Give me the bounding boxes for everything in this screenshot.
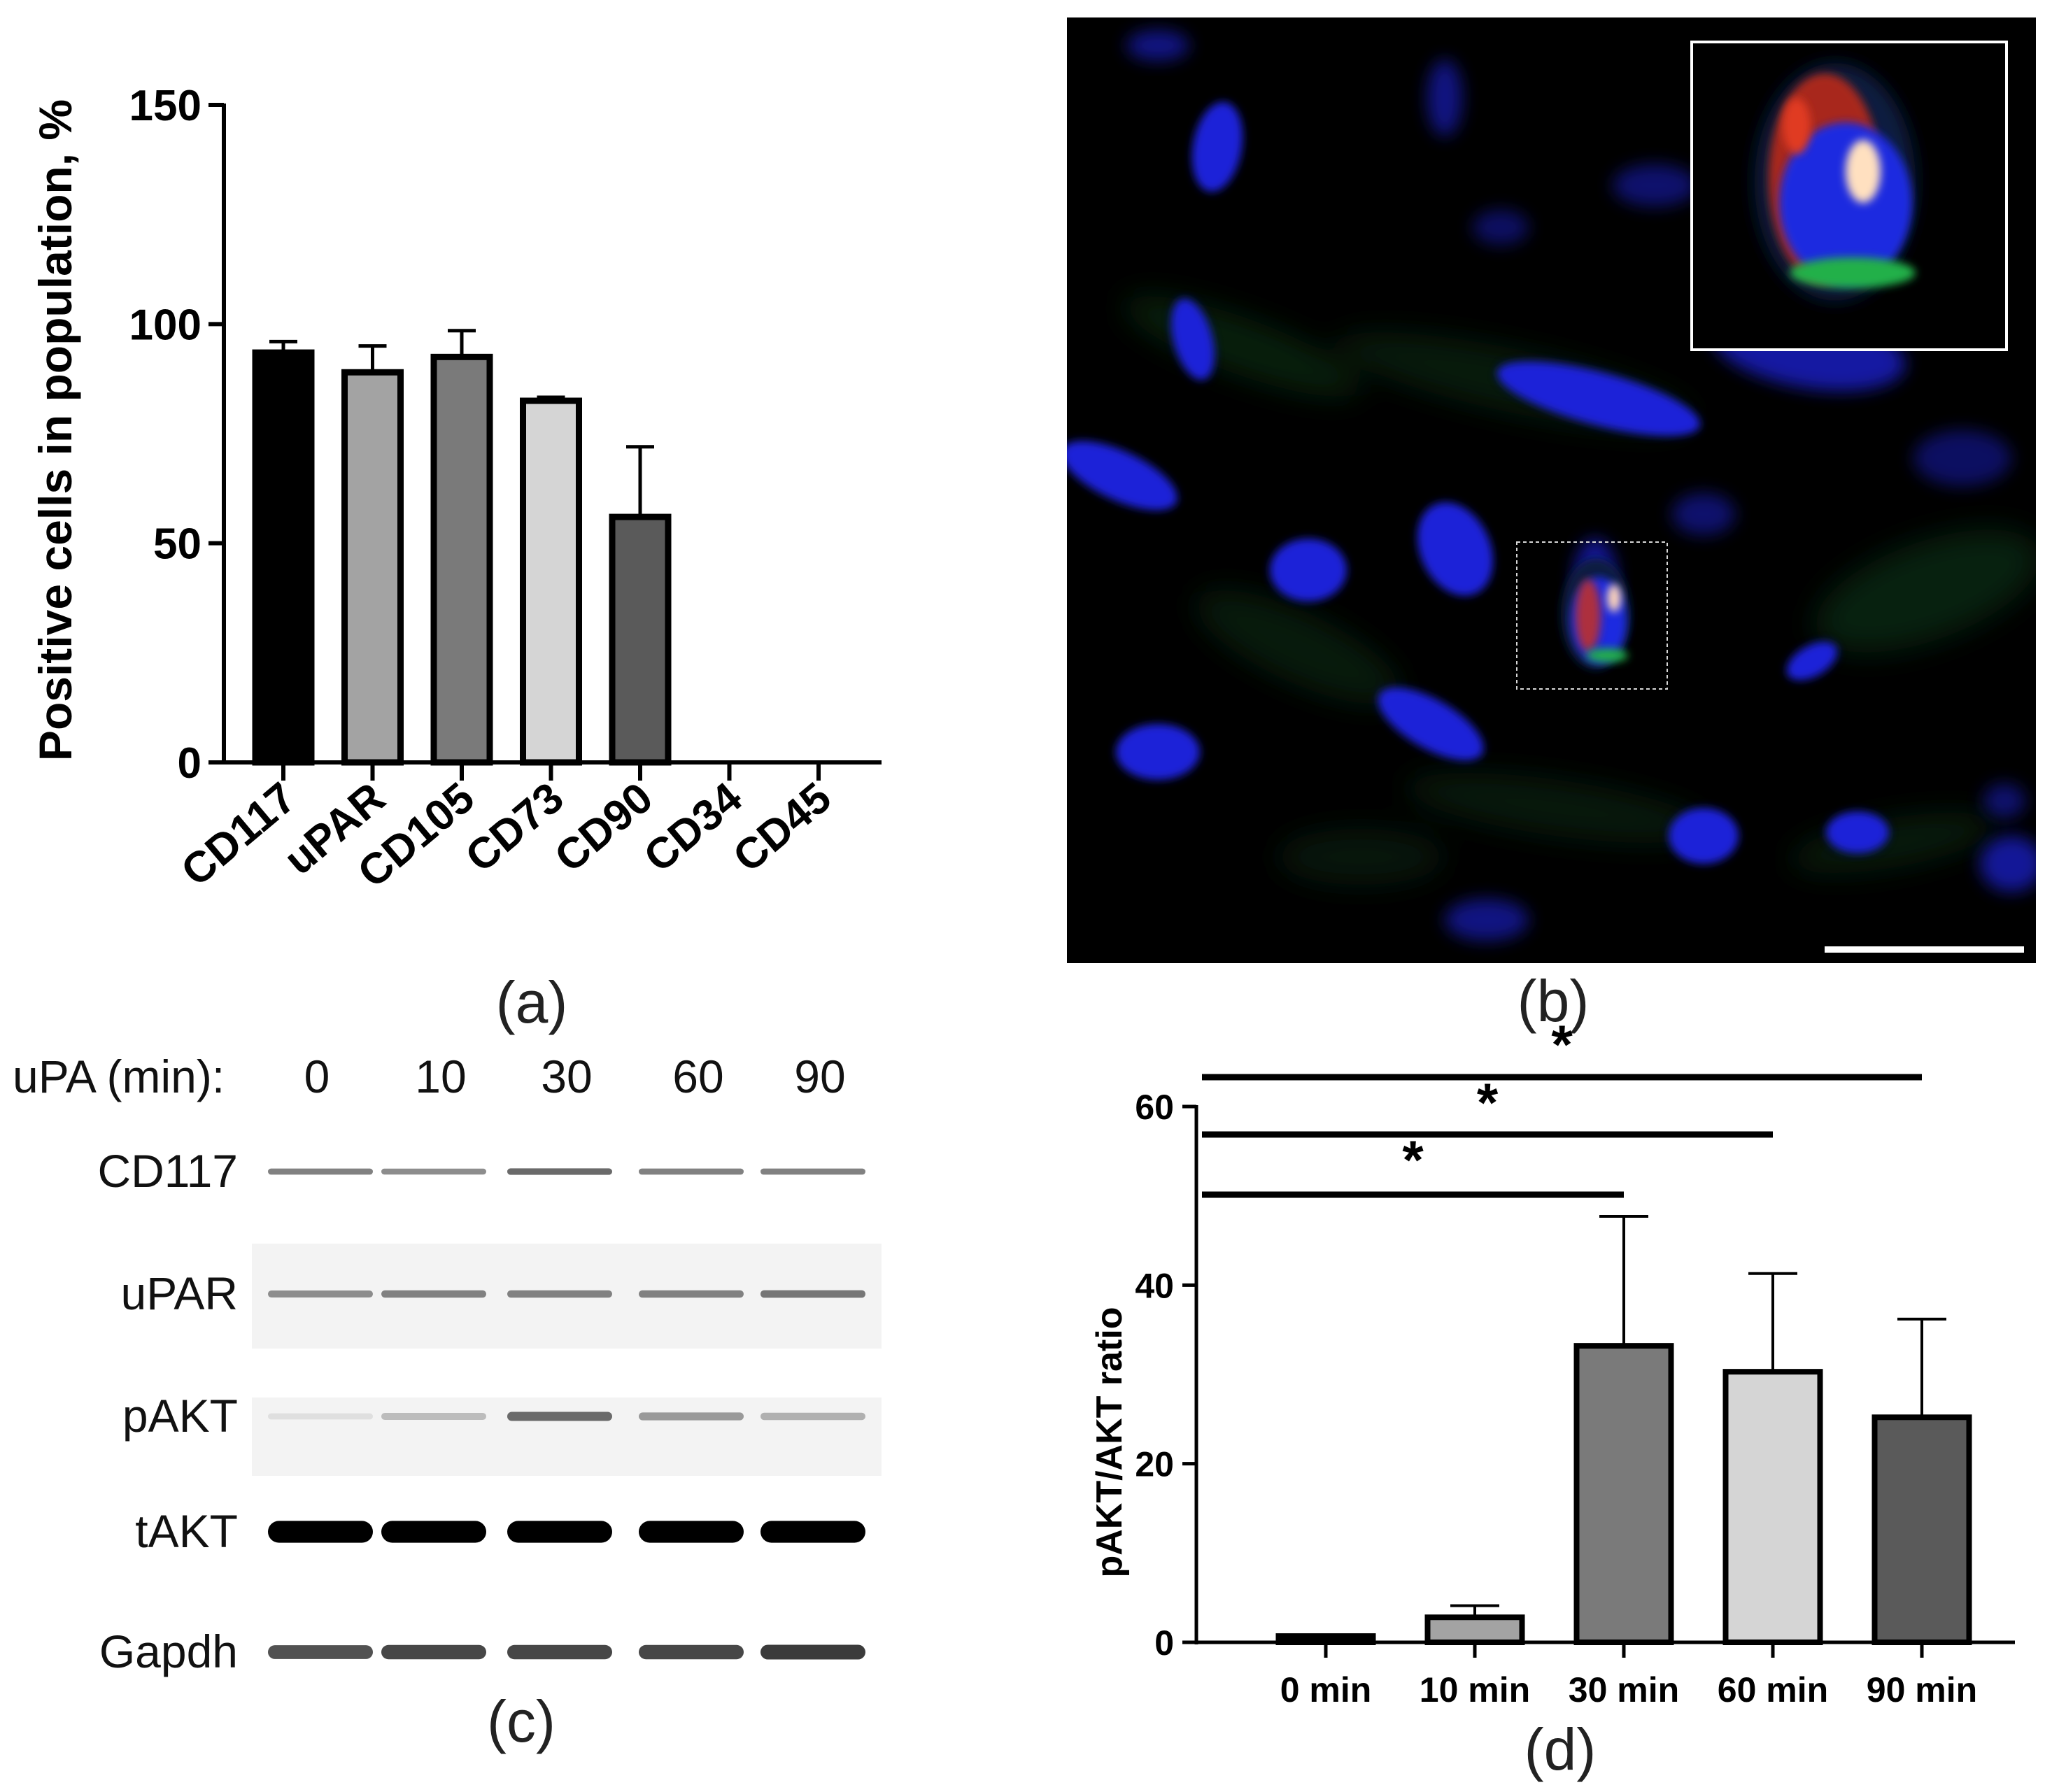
panel-a-bar-cd117 bbox=[252, 349, 315, 766]
panel-a-bar-cd105 bbox=[430, 353, 493, 766]
panel-a-bar-cd73 bbox=[520, 397, 582, 766]
blot-band bbox=[268, 1521, 373, 1543]
panel-a-y-tick-label: 50 bbox=[153, 520, 201, 569]
panel-a-bars bbox=[252, 329, 672, 766]
blot-time-label: 90 bbox=[794, 1051, 845, 1102]
panel-d-y-tick-label: 40 bbox=[1135, 1266, 1174, 1305]
panel-a-x-tick-label: CD73 bbox=[457, 774, 573, 882]
blot-row-label: CD117 bbox=[97, 1145, 238, 1197]
panel-d-bars bbox=[1275, 1215, 1972, 1646]
blot-band bbox=[381, 1521, 486, 1543]
panel-d-x-tick-label: 90 min bbox=[1867, 1670, 1977, 1709]
blot-row-upar: uPAR bbox=[120, 1244, 882, 1349]
panel-a-chart: Positive cells in population, % 0 50 100 15… bbox=[29, 82, 882, 1035]
blot-band bbox=[268, 1413, 373, 1420]
panel-d-x-tick-labels: 0 min 10 min 30 min 60 min 90 min bbox=[1280, 1670, 1978, 1709]
blot-time-label: 60 bbox=[672, 1051, 723, 1102]
blot-rows: CD117 uPAR pAKT tAKT Gapdh bbox=[97, 1145, 882, 1677]
panel-a-x-tick-label: CD34 bbox=[635, 774, 751, 882]
blot-band bbox=[381, 1168, 486, 1175]
panel-d-significance: * * * bbox=[1202, 1014, 1922, 1198]
panel-b-label-wrap: (b) bbox=[1517, 968, 1590, 1034]
panel-d-bar bbox=[1573, 1343, 1674, 1645]
blot-row-label: pAKT bbox=[122, 1390, 238, 1442]
blot-band bbox=[268, 1290, 373, 1298]
blot-band bbox=[639, 1290, 744, 1298]
significance-star: * bbox=[1551, 1014, 1573, 1075]
blot-band bbox=[760, 1290, 865, 1298]
blot-band bbox=[760, 1521, 865, 1543]
blot-row-takt: tAKT bbox=[135, 1505, 865, 1557]
blot-band bbox=[507, 1290, 612, 1298]
panel-d-y-tick-label: 60 bbox=[1135, 1088, 1174, 1127]
blot-membrane bbox=[252, 1398, 882, 1476]
blot-band bbox=[507, 1521, 612, 1543]
panel-d-x-tick-label: 60 min bbox=[1718, 1670, 1828, 1709]
blot-row-label: tAKT bbox=[135, 1505, 238, 1557]
blot-band bbox=[381, 1412, 486, 1421]
panel-d-chart: pAKT/AKT ratio 0 20 40 60 * * * 0 min 10 min 30… bbox=[1089, 1014, 2015, 1782]
blot-band bbox=[268, 1645, 373, 1659]
inset-zoom bbox=[1690, 41, 2008, 351]
panel-a-x-tick-label: CD90 bbox=[546, 774, 662, 882]
blot-band bbox=[507, 1411, 612, 1421]
panel-d-label: (d) bbox=[1524, 1716, 1597, 1782]
panel-d-y-tick-label: 0 bbox=[1154, 1623, 1174, 1663]
panel-b-micrograph bbox=[1067, 17, 2036, 963]
blot-band bbox=[639, 1521, 744, 1543]
panel-a-label: (a) bbox=[496, 969, 568, 1035]
blot-band bbox=[268, 1168, 373, 1175]
panel-a-x-tick-label: CD117 bbox=[172, 774, 305, 896]
blot-band bbox=[507, 1644, 612, 1660]
panel-d-x-tick-label: 10 min bbox=[1420, 1670, 1530, 1709]
panel-d-bar bbox=[1871, 1414, 1972, 1646]
panel-d-y-tick-label: 20 bbox=[1135, 1445, 1174, 1484]
blot-time-label: 10 bbox=[415, 1051, 466, 1102]
blot-band bbox=[381, 1290, 486, 1298]
panel-c-western-blot: uPA (min): 0 10 30 60 90 CD117 uPAR pAKT tAKT Ga… bbox=[13, 1051, 882, 1754]
blot-band bbox=[760, 1168, 865, 1175]
blot-row-label: Gapdh bbox=[99, 1626, 238, 1677]
blot-time-labels: 0 10 30 60 90 bbox=[304, 1051, 846, 1102]
blot-band bbox=[381, 1644, 486, 1660]
panel-a-y-tick-label: 150 bbox=[129, 82, 201, 130]
blot-band bbox=[760, 1412, 865, 1421]
panel-a-y-tick-label: 100 bbox=[129, 301, 201, 349]
blot-header-label: uPA (min): bbox=[13, 1051, 225, 1102]
blot-time-label: 0 bbox=[304, 1051, 330, 1102]
panel-d-x-tick-label: 30 min bbox=[1569, 1670, 1679, 1709]
panel-d-bar bbox=[1722, 1369, 1823, 1645]
blot-row-cd117: CD117 bbox=[97, 1145, 865, 1197]
panel-c-label: (c) bbox=[487, 1688, 556, 1754]
blot-band bbox=[760, 1644, 865, 1660]
blot-band bbox=[639, 1412, 744, 1421]
significance-star: * bbox=[1477, 1072, 1499, 1133]
region-of-interest-box bbox=[1516, 541, 1668, 690]
blot-row-pakt: pAKT bbox=[122, 1390, 882, 1476]
panel-b-label: (b) bbox=[1517, 968, 1590, 1034]
blot-band bbox=[507, 1168, 612, 1175]
panel-d-bar bbox=[1424, 1614, 1525, 1646]
panel-a-y-axis-title: Positive cells in population, % bbox=[29, 99, 81, 761]
panel-d-y-axis-label: pAKT/AKT ratio bbox=[1089, 1307, 1130, 1577]
panel-a-bar-cd90 bbox=[609, 513, 672, 766]
blot-band bbox=[639, 1168, 744, 1175]
panel-a-y-axis-label: Positive cells in population, % bbox=[29, 99, 81, 761]
panel-d-bar bbox=[1275, 1633, 1376, 1646]
blot-row-gapdh: Gapdh bbox=[99, 1626, 865, 1677]
panel-a-y-tick-label: 0 bbox=[178, 739, 201, 788]
panel-d-x-tick-label: 0 min bbox=[1280, 1670, 1372, 1709]
blot-row-label: uPAR bbox=[120, 1267, 238, 1319]
blot-band bbox=[639, 1644, 744, 1660]
scale-bar bbox=[1825, 946, 2024, 953]
panel-a-x-tick-label: CD45 bbox=[724, 774, 840, 882]
panel-a-bar-upar bbox=[341, 369, 404, 766]
panel-a-axes: 0 50 100 150 bbox=[129, 82, 882, 788]
blot-time-label: 30 bbox=[541, 1051, 592, 1102]
highlighted-cell bbox=[1561, 558, 1631, 670]
significance-star: * bbox=[1402, 1129, 1424, 1190]
